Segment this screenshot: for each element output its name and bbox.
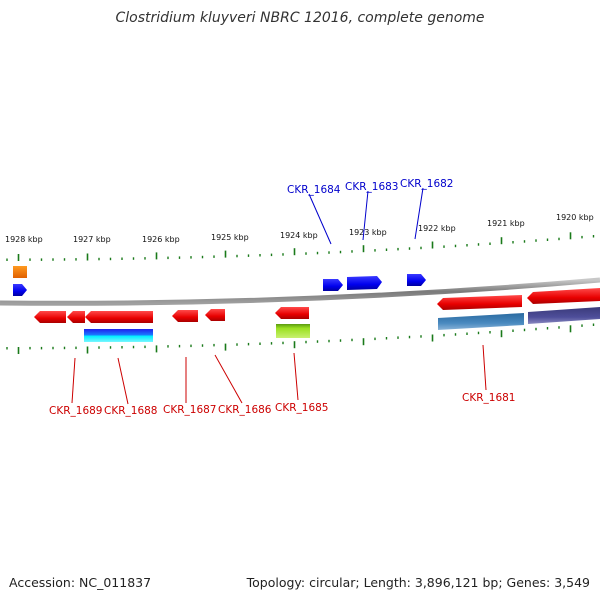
gene-label[interactable]: CKR_1683 (345, 181, 398, 193)
gene-arrow-reverse[interactable] (34, 311, 66, 323)
gene-label[interactable]: CKR_1684 (287, 184, 341, 196)
label-leaders-bottom (71, 344, 487, 405)
gene-arrow-reverse[interactable] (172, 310, 198, 322)
feature-orange[interactable] (13, 266, 27, 278)
genome-backbone (0, 277, 600, 306)
kbp-label: 1925 kbp (211, 233, 249, 242)
forward-genes (13, 274, 426, 296)
feature-lime[interactable] (276, 324, 310, 338)
gene-arrow-forward[interactable] (347, 276, 382, 290)
gene-label[interactable]: CKR_1689 (49, 405, 102, 417)
kbp-label: 1920 kbp (556, 213, 594, 222)
gene-label[interactable]: CKR_1686 (218, 404, 272, 416)
accession-text: Accession: NC_011837 (9, 575, 152, 590)
gene-arrow-forward[interactable] (13, 284, 27, 296)
gene-arrow-reverse[interactable] (275, 307, 309, 319)
map-title: Clostridium kluyveri NBRC 12016, complet… (115, 10, 485, 26)
kbp-label: 1922 kbp (418, 224, 456, 233)
gene-arrow-reverse[interactable] (437, 295, 522, 310)
scale-ticks-top (6, 232, 595, 261)
kbp-label: 1921 kbp (487, 219, 525, 228)
genome-summary: Topology: circular; Length: 3,896,121 bp… (246, 575, 590, 590)
feature-steel[interactable] (438, 313, 524, 330)
kbp-label: 1923 kbp (349, 228, 387, 237)
scale-labels: 1928 kbp 1927 kbp 1926 kbp 1925 kbp 1924… (5, 213, 594, 244)
feature-track (13, 266, 600, 342)
gene-label[interactable]: CKR_1688 (104, 405, 157, 417)
gene-arrow-reverse[interactable] (67, 311, 85, 323)
feature-purple[interactable] (528, 307, 600, 324)
gene-arrow-reverse[interactable] (85, 311, 153, 323)
gene-arrow-forward[interactable] (323, 279, 343, 291)
kbp-label: 1927 kbp (73, 235, 111, 244)
scale-ticks-bottom (6, 323, 595, 354)
gene-label[interactable]: CKR_1681 (462, 392, 515, 404)
gene-label[interactable]: CKR_1685 (275, 402, 328, 414)
kbp-label: 1924 kbp (280, 231, 318, 240)
kbp-label: 1926 kbp (142, 235, 180, 244)
gene-arrow-reverse[interactable] (205, 309, 225, 321)
gene-arrow-forward[interactable] (407, 274, 426, 286)
gene-arrow-reverse[interactable] (527, 288, 600, 304)
gene-labels-top: CKR_1684 CKR_1683 CKR_1682 (287, 178, 453, 196)
label-leaders-top (308, 187, 424, 245)
gene-label[interactable]: CKR_1687 (163, 404, 216, 416)
reverse-genes (34, 288, 600, 323)
feature-cyan[interactable] (84, 329, 153, 342)
kbp-label: 1928 kbp (5, 235, 43, 244)
gene-labels-bottom: CKR_1689 CKR_1688 CKR_1687 CKR_1686 CKR_… (49, 392, 515, 417)
gene-label[interactable]: CKR_1682 (400, 178, 453, 190)
